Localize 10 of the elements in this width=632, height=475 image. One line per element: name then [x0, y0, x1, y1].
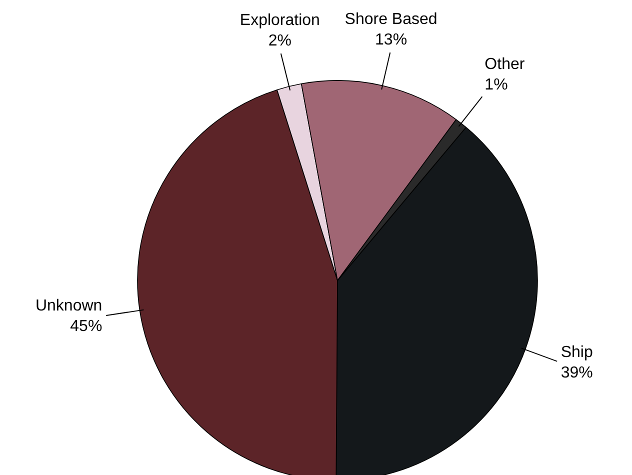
slice-label: Ship — [560, 344, 593, 361]
data-label: 45% — [70, 318, 102, 335]
slice-label: Unknown — [35, 297, 102, 314]
slice-label: Exploration — [240, 12, 320, 30]
data-label: 2% — [268, 32, 292, 50]
data-label: 39% — [560, 364, 593, 382]
data-label: 13% — [375, 32, 408, 49]
slice-label: Other — [484, 56, 526, 74]
data-label: 1% — [484, 76, 508, 94]
slice-label: Shore Based — [344, 11, 438, 28]
